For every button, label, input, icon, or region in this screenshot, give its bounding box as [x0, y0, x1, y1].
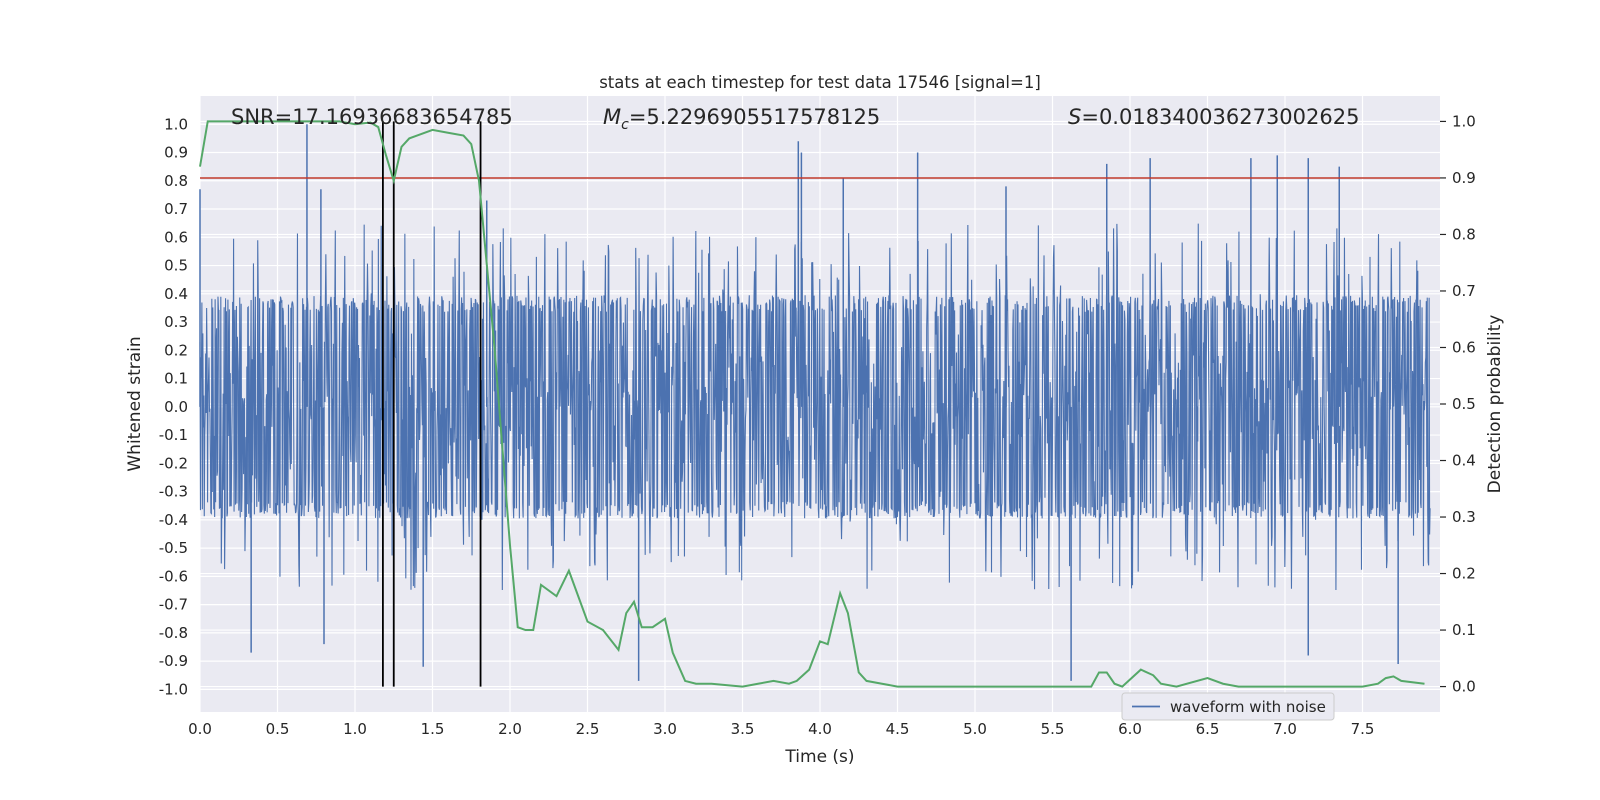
waveform-trace	[199, 223, 1431, 590]
x-tick-label-7: 3.5	[731, 720, 755, 738]
x-axis-label: Time (s)	[784, 747, 854, 767]
y2-tick-label-4: 0.6	[1452, 338, 1476, 356]
y-tick-label-16: -0.6	[159, 567, 188, 585]
x-tick-label-10: 5.0	[963, 720, 987, 738]
y-tick-label-20: -1.0	[159, 680, 188, 698]
x-tick-label-15: 7.5	[1351, 720, 1375, 738]
y2-tick-label-6: 0.4	[1452, 452, 1476, 470]
y2-axis-label: Detection probability	[1485, 315, 1505, 494]
y-tick-label-19: -0.9	[159, 652, 188, 670]
x-tick-label-9: 4.5	[886, 720, 910, 738]
y2-tick-label-3: 0.7	[1452, 282, 1476, 300]
chart-title: stats at each timestep for test data 175…	[599, 73, 1041, 92]
vertical-markers	[381, 121, 482, 687]
annotations: SNR=17.16936683654785 Mc=5.22969055175781…	[231, 105, 1359, 133]
x-tick-label-11: 5.5	[1041, 720, 1065, 738]
y-tick-label-1: 0.9	[164, 144, 188, 162]
y-tick-label-15: -0.5	[159, 539, 188, 557]
y-tick-label-18: -0.8	[159, 624, 188, 642]
x-tick-label-13: 6.5	[1196, 720, 1220, 738]
y-axis-left: 1.0 0.9 0.8 0.7 0.6 0.5 0.4 0.3 0.2 0.1 0.0 -0.1 -0.…	[159, 115, 188, 698]
x-tick-label-14: 7.0	[1273, 720, 1297, 738]
annotation-1: Mc=5.2296905517578125	[603, 105, 880, 133]
annotation-0: SNR=17.16936683654785	[231, 105, 513, 129]
x-tick-label-1: 0.5	[266, 720, 290, 738]
y-tick-label-3: 0.7	[164, 200, 188, 218]
series-detection-probability	[199, 120, 1425, 688]
y-tick-label-13: -0.3	[159, 483, 188, 501]
y-tick-label-0: 1.0	[164, 115, 188, 133]
x-tick-label-5: 2.5	[576, 720, 600, 738]
y2-tick-label-10: 0.0	[1452, 678, 1476, 696]
y2-tick-label-2: 0.8	[1452, 225, 1476, 243]
y-tick-label-9: 0.1	[164, 370, 188, 388]
x-tick-label-6: 3.0	[653, 720, 677, 738]
x-tick-label-4: 2.0	[498, 720, 522, 738]
probability-line	[199, 120, 1425, 688]
y-tick-label-17: -0.7	[159, 596, 188, 614]
y2-tick-label-8: 0.2	[1452, 565, 1476, 583]
x-axis: 0.0 0.5 1.0 1.5 2.0 2.5 3.0 3.5 4.0 4.5 5.0 5.5 6.0 6…	[188, 720, 1374, 738]
x-tick-label-0: 0.0	[188, 720, 212, 738]
y-tick-label-14: -0.4	[159, 511, 188, 529]
x-tick-label-8: 4.0	[808, 720, 832, 738]
y2-tick-label-0: 1.0	[1452, 112, 1476, 130]
y-axis-label: Whitened strain	[125, 336, 145, 471]
y-tick-label-5: 0.5	[164, 257, 188, 275]
x-tick-label-12: 6.0	[1118, 720, 1142, 738]
x-tick-label-3: 1.5	[421, 720, 445, 738]
y-tick-label-6: 0.4	[164, 285, 188, 303]
y-tick-label-11: -0.1	[159, 426, 188, 444]
annotation-2: S=0.018340036273002625	[1068, 105, 1359, 129]
y2-tick-label-5: 0.5	[1452, 395, 1476, 413]
x-tick-label-2: 1.0	[343, 720, 367, 738]
legend-box	[1121, 692, 1335, 721]
series-waveform	[199, 124, 1431, 681]
y-axis-right: 1.0 0.9 0.8 0.7 0.6 0.5 0.4 0.3 0.2 0.1 0.0	[1440, 112, 1476, 696]
y-tick-label-2: 0.8	[164, 172, 188, 190]
y-tick-label-8: 0.2	[164, 341, 188, 359]
legend: waveform with noise	[1121, 692, 1335, 721]
y-tick-label-4: 0.6	[164, 228, 188, 246]
y-tick-label-12: -0.2	[159, 454, 188, 472]
y-tick-label-7: 0.3	[164, 313, 188, 331]
legend-label: waveform with noise	[1170, 698, 1326, 716]
y2-tick-label-1: 0.9	[1452, 169, 1476, 187]
y2-tick-label-7: 0.3	[1452, 508, 1476, 526]
y-tick-label-10: 0.0	[164, 398, 188, 416]
y2-tick-label-9: 0.1	[1452, 621, 1476, 639]
